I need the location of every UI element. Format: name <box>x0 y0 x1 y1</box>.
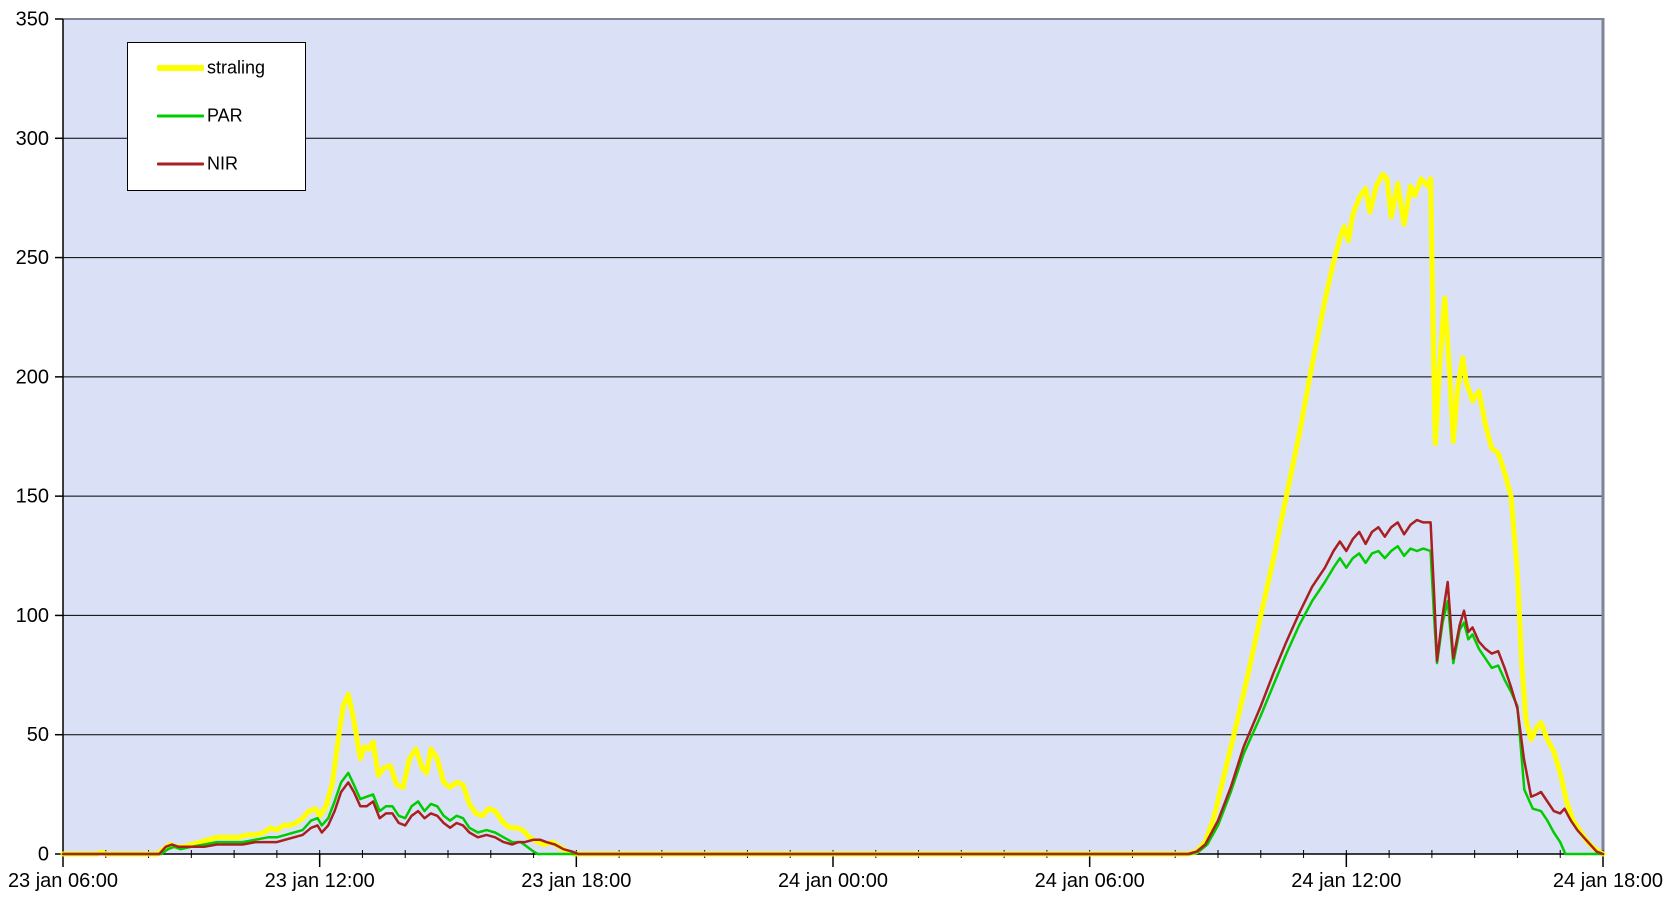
straling-line-swatch <box>157 65 204 71</box>
y-tick-label-100: 100 <box>16 605 49 627</box>
x-tick-label-12: 23 jan 12:00 <box>265 870 375 892</box>
y-tick-label-150: 150 <box>16 486 49 508</box>
series-NIR <box>61 518 1605 856</box>
x-tick-label-18: 23 jan 18:00 <box>521 870 631 892</box>
y-tick-label-200: 200 <box>16 366 49 388</box>
x-tick-label-42: 24 jan 18:00 <box>1553 870 1663 892</box>
plot-area <box>63 19 1603 854</box>
y-tick-label-300: 300 <box>16 128 49 150</box>
y-tick-label-250: 250 <box>16 247 49 269</box>
y-tick-label-50: 50 <box>27 724 49 746</box>
nir-line-swatch <box>157 162 204 166</box>
x-tick-label-36: 24 jan 12:00 <box>1291 870 1401 892</box>
x-tick-label-30: 24 jan 06:00 <box>1035 870 1145 892</box>
y-tick-label-0: 0 <box>38 844 49 866</box>
chart-legend: straling PAR NIR <box>127 42 306 191</box>
legend-label-nir: NIR <box>207 153 238 174</box>
par-line-swatch <box>157 114 204 118</box>
legend-label-straling: straling <box>207 57 266 78</box>
x-tick-label-6: 23 jan 06:00 <box>8 870 118 892</box>
y-tick-label-350: 350 <box>16 9 49 31</box>
legend-label-par: PAR <box>207 105 243 126</box>
x-tick-label-24: 24 jan 00:00 <box>778 870 888 892</box>
